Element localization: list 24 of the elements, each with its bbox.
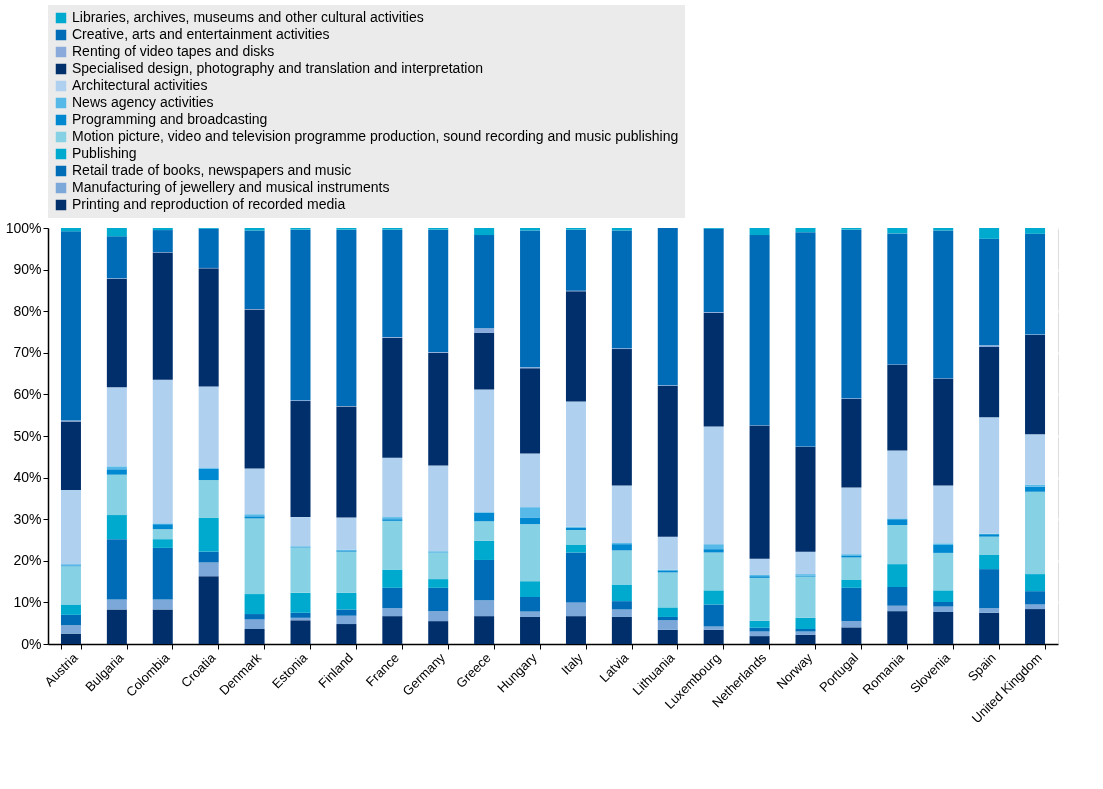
legend-label: Publishing [72, 145, 137, 161]
legend-label: Retail trade of books, newspapers and music [72, 162, 352, 178]
y-tick-label: 20% [13, 552, 42, 569]
legend-label: Renting of video tapes and disks [72, 43, 275, 59]
legend-label: Motion picture, video and television programme production, sound recording and music publishing [72, 128, 679, 144]
y-tick-label: 10% [13, 593, 42, 610]
x-tick-label: Italy [558, 649, 586, 678]
y-tick-label: 40% [13, 469, 42, 486]
legend-label: Specialised design, photography and translation and interpretation [72, 60, 483, 76]
legend-label: Manufacturing of jewellery and musical instruments [72, 179, 390, 195]
legend-label: Printing and reproduction of recorded media [72, 196, 346, 212]
y-tick-label: 30% [13, 510, 42, 527]
y-tick-label: 90% [13, 261, 42, 278]
legend-label: Programming and broadcasting [72, 111, 268, 127]
y-tick-label: 70% [13, 344, 42, 361]
y-tick-label: 60% [13, 385, 42, 402]
legend-label: Libraries, archives, museums and other cultural activities [72, 9, 424, 25]
y-tick-label: 80% [13, 302, 42, 319]
y-tick-label: 0% [21, 635, 42, 652]
legend-label: Architectural activities [72, 77, 208, 93]
y-tick-label: 50% [13, 427, 42, 444]
legend-label: News agency activities [72, 94, 214, 110]
legend-label: Creative, arts and entertainment activities [72, 26, 330, 42]
y-tick-label: 100% [5, 219, 42, 236]
